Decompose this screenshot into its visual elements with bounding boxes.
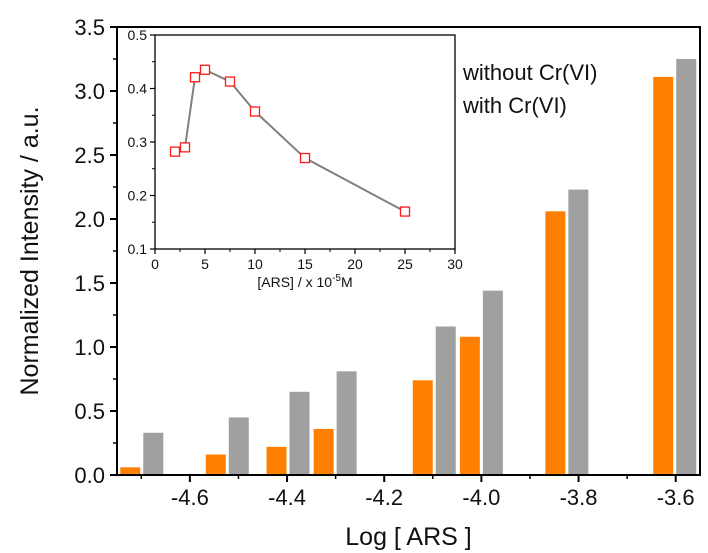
bar-with-cr-1 bbox=[205, 454, 226, 475]
inset-x-tick-label: 20 bbox=[347, 256, 363, 272]
inset-x-axis-label-exponent: -5 bbox=[332, 273, 341, 284]
bar-without-cr-6 bbox=[568, 189, 589, 475]
y-tick-label: 1.0 bbox=[74, 335, 105, 360]
bar-without-cr-5 bbox=[482, 290, 503, 475]
y-tick-label: 1.5 bbox=[74, 271, 105, 296]
inset-data-point-6 bbox=[299, 152, 311, 164]
inset-x-axis-label-unit: M bbox=[341, 274, 353, 290]
inset-x-tick-label: 25 bbox=[397, 256, 413, 272]
inset-data-point-0 bbox=[169, 146, 181, 157]
inset-x-tick-label: 5 bbox=[201, 256, 209, 272]
inset-y-tick-label: 0.1 bbox=[128, 241, 148, 257]
inset-data-point-1 bbox=[179, 142, 191, 153]
inset-y-tick-label: 0.2 bbox=[128, 188, 148, 204]
inset-data-point-7 bbox=[399, 206, 411, 217]
inset-y-tick-label: 0.3 bbox=[128, 134, 148, 150]
y-tick-label: 2.5 bbox=[74, 143, 105, 168]
y-tick-label: 0.5 bbox=[74, 399, 105, 424]
x-tick-label: -3.6 bbox=[657, 485, 695, 510]
y-tick-label: 0.0 bbox=[74, 463, 105, 488]
bar-without-cr-4 bbox=[435, 326, 456, 475]
inset-data-point-3 bbox=[199, 64, 211, 75]
bar-with-cr-0 bbox=[120, 467, 141, 475]
inset-data-point-5 bbox=[249, 106, 261, 117]
inset-x-axis-label-text: [ARS] / x 10 bbox=[257, 274, 332, 290]
bar-without-cr-2 bbox=[289, 391, 310, 475]
inset-x-tick-label: 15 bbox=[297, 256, 313, 272]
inset-data-point-4 bbox=[224, 76, 236, 87]
inset-y-tick-label: 0.5 bbox=[128, 27, 148, 43]
x-tick-label: -4.4 bbox=[268, 485, 306, 510]
bar-with-cr-7 bbox=[653, 76, 674, 476]
bar-without-cr-7 bbox=[676, 59, 697, 475]
legend-label-with-cr: with Cr(VI) bbox=[462, 93, 567, 118]
bar-with-cr-5 bbox=[459, 336, 480, 475]
bar-with-cr-2 bbox=[266, 446, 287, 475]
x-tick-label: -4.6 bbox=[171, 485, 209, 510]
y-tick-label: 3.5 bbox=[74, 15, 105, 40]
inset-y-tick-label: 0.4 bbox=[128, 81, 148, 97]
x-tick-label: -4.2 bbox=[365, 485, 403, 510]
inset-x-tick-label: 30 bbox=[447, 256, 463, 272]
bar-without-cr-3 bbox=[336, 371, 357, 475]
y-tick-label: 2.0 bbox=[74, 207, 105, 232]
inset-series-line bbox=[174, 68, 406, 213]
bar-without-cr-1 bbox=[228, 417, 249, 475]
x-tick-label: -4.0 bbox=[462, 485, 500, 510]
x-axis-label: Log [ ARS ] bbox=[345, 523, 471, 551]
bar-with-cr-4 bbox=[412, 380, 433, 475]
bar-with-cr-3 bbox=[313, 428, 334, 475]
y-axis-label: Normalized Intensity / a.u. bbox=[16, 106, 44, 395]
inset-x-tick-label: 10 bbox=[247, 256, 263, 272]
bar-without-cr-0 bbox=[143, 432, 164, 475]
x-tick-label: -3.8 bbox=[560, 485, 598, 510]
inset-x-axis-label: [ARS] / x 10-5M bbox=[257, 273, 352, 290]
y-tick-label: 3.0 bbox=[74, 79, 105, 104]
bar-with-cr-6 bbox=[545, 211, 566, 475]
inset-x-tick-label: 0 bbox=[151, 256, 159, 272]
inset-data-point-2 bbox=[189, 72, 201, 83]
legend-label-without-cr: without Cr(VI) bbox=[462, 60, 597, 85]
